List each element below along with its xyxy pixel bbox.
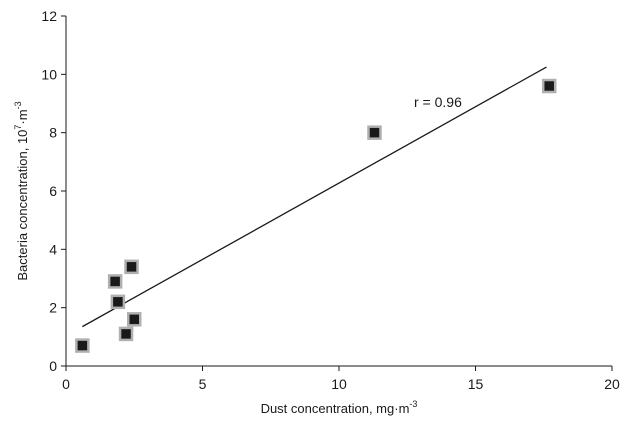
x-tick-label: 20 xyxy=(604,376,620,392)
x-tick-label: 10 xyxy=(331,376,347,392)
x-ticks: 0 5 10 15 20 xyxy=(62,366,620,392)
data-point xyxy=(75,338,90,353)
x-axis-title-text: Dust concentration, mg·m xyxy=(261,401,410,416)
axes: 0 5 10 15 20 0 2 4 6 8 10 12 xyxy=(41,8,620,392)
y-axis-title-text: Bacteria concentration, 10 xyxy=(15,130,30,281)
y-axis-title: Bacteria concentration, 107·m-3 xyxy=(13,101,30,280)
data-point xyxy=(118,326,134,342)
y-tick-label: 2 xyxy=(49,300,57,316)
y-axis-title-text2: ·m xyxy=(15,109,30,124)
x-axis-title: Dust concentration, mg·m-3 xyxy=(261,399,418,416)
x-axis-title-sup: -3 xyxy=(409,399,417,409)
data-point xyxy=(127,312,142,327)
y-tick-label: 12 xyxy=(41,8,57,24)
y-tick-label: 4 xyxy=(49,241,57,257)
data-point xyxy=(367,125,382,140)
y-tick-label: 0 xyxy=(49,358,57,374)
x-tick-label: 15 xyxy=(468,376,484,392)
x-tick-label: 0 xyxy=(62,376,70,392)
data-point xyxy=(124,259,139,275)
data-point xyxy=(107,274,123,289)
data-point xyxy=(541,78,557,94)
y-axis-title-sup2: -3 xyxy=(13,101,23,109)
y-tick-label: 8 xyxy=(49,125,57,141)
y-axis-title-sup: 7 xyxy=(13,125,23,130)
data-points xyxy=(75,78,557,353)
x-tick-label: 5 xyxy=(199,376,207,392)
y-tick-label: 6 xyxy=(49,183,57,199)
correlation-annotation: r = 0.96 xyxy=(414,94,462,110)
data-point xyxy=(110,294,126,310)
trendline xyxy=(82,66,547,328)
y-ticks: 0 2 4 6 8 10 12 xyxy=(41,8,66,374)
y-tick-label: 10 xyxy=(41,66,57,82)
